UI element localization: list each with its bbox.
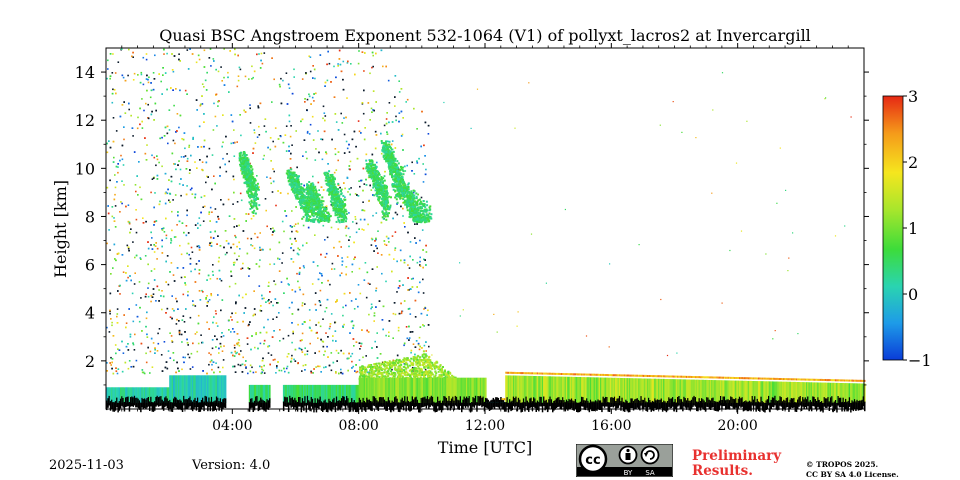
preliminary-line-2: Results. (692, 463, 753, 479)
x-tick-label: 04:00 (212, 418, 252, 434)
colorbar-tick-label: 3 (908, 87, 918, 106)
chart-title: Quasi BSC Angstroem Exponent 532-1064 (V… (159, 26, 811, 45)
by-icon (618, 445, 638, 465)
y-axis-label: Height [km] (51, 180, 70, 278)
version-label: Version: 4.0 (192, 458, 271, 473)
y-tick-label: 2 (85, 352, 95, 371)
y-tick-label: 14 (75, 63, 95, 82)
x-tick-label: 20:00 (717, 418, 757, 434)
plot-area (106, 48, 866, 413)
colorbar-tick-label: 2 (908, 153, 918, 172)
x-tick-label: 16:00 (591, 418, 631, 434)
preliminary-results-label: Preliminary Results. (692, 449, 781, 479)
cc-icon-text: cc (585, 453, 600, 468)
copyright-label: © TROPOS 2025. CC BY SA 4.0 License. (806, 460, 899, 480)
cc-by-text: BY (624, 469, 633, 477)
y-tick-label: 4 (85, 304, 95, 323)
x-tick-label: 08:00 (338, 418, 378, 434)
y-tick-label: 10 (75, 159, 95, 178)
y-tick-label: 8 (85, 207, 95, 226)
copyright-line-2: CC BY SA 4.0 License. (806, 470, 899, 479)
plot-frame (105, 47, 865, 410)
axes: 04:00 08:00 12:00 16:00 20:00 2 4 6 8 10 12 14 (75, 43, 869, 434)
y-tick-label: 6 (85, 256, 95, 275)
cirrus-cloud (238, 140, 433, 224)
y-tick-label: 12 (75, 111, 95, 130)
colorbar-tick-label: −1 (908, 351, 932, 370)
copyright-line-1: © TROPOS 2025. (806, 460, 879, 469)
boundary-layer (106, 371, 866, 413)
colorbar (882, 95, 904, 361)
colorbar-ticks: 3 2 1 0 −1 (903, 87, 932, 370)
preliminary-line-1: Preliminary (692, 448, 782, 464)
sa-icon (640, 445, 660, 465)
noise-speckle (106, 48, 852, 375)
x-axis-label: Time [UTC] (438, 438, 532, 457)
colorbar-tick-label: 0 (908, 285, 918, 304)
cc-sa-text: SA (645, 469, 655, 477)
date-label: 2025-11-03 (49, 458, 124, 473)
colorbar-tick-label: 1 (908, 219, 918, 238)
cc-icon: cc (578, 444, 608, 474)
cc-license-badge[interactable]: cc BY SA (576, 444, 673, 477)
x-tick-label: 12:00 (465, 418, 505, 434)
